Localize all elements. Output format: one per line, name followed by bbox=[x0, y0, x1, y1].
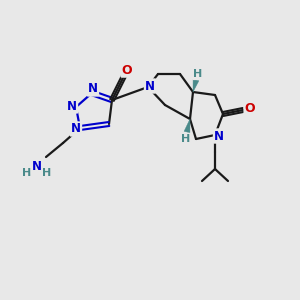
Text: H: H bbox=[182, 134, 190, 144]
Text: N: N bbox=[67, 100, 77, 112]
Text: O: O bbox=[245, 103, 255, 116]
Polygon shape bbox=[184, 119, 190, 133]
Polygon shape bbox=[193, 79, 199, 92]
Text: H: H bbox=[42, 168, 52, 178]
Text: H: H bbox=[194, 69, 202, 79]
Text: H: H bbox=[22, 168, 32, 178]
Text: N: N bbox=[32, 160, 42, 173]
Text: N: N bbox=[71, 122, 81, 136]
Text: O: O bbox=[122, 64, 132, 76]
Text: N: N bbox=[88, 82, 98, 95]
Text: N: N bbox=[145, 80, 155, 92]
Text: N: N bbox=[214, 130, 224, 142]
